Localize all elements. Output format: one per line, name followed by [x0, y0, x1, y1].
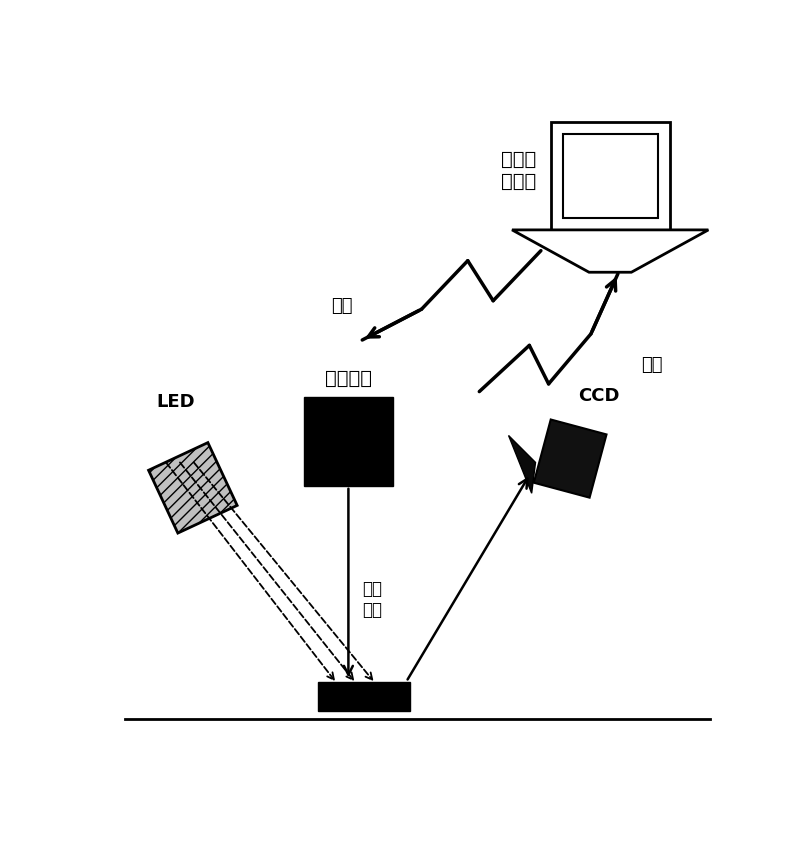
Text: CCD: CCD: [578, 387, 619, 405]
Text: 坐标: 坐标: [330, 297, 352, 315]
Text: 图像处
理模块: 图像处 理模块: [502, 150, 537, 191]
Bar: [318, 682, 410, 711]
Polygon shape: [149, 442, 237, 533]
Bar: [563, 135, 658, 218]
Bar: [550, 122, 670, 230]
Text: LED: LED: [156, 393, 194, 411]
Polygon shape: [509, 435, 535, 494]
Polygon shape: [512, 230, 708, 273]
Polygon shape: [534, 419, 606, 498]
Bar: [304, 398, 393, 486]
Text: 激光
脉冲: 激光 脉冲: [362, 580, 382, 619]
Text: 图像: 图像: [641, 356, 662, 374]
Text: 振镜系统: 振镜系统: [325, 369, 372, 388]
